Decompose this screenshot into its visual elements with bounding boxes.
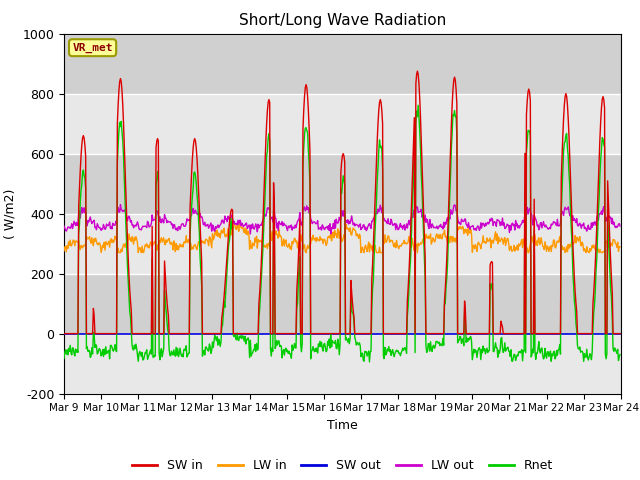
Bar [64,34,621,94]
Y-axis label: ( W/m2): ( W/m2) [4,189,17,239]
Bar [64,154,621,214]
Title: Short/Long Wave Radiation: Short/Long Wave Radiation [239,13,446,28]
Bar [64,214,621,274]
Text: VR_met: VR_met [72,43,113,53]
X-axis label: Time: Time [327,419,358,432]
Legend: SW in, LW in, SW out, LW out, Rnet: SW in, LW in, SW out, LW out, Rnet [127,455,558,477]
Bar [64,334,621,394]
Bar [64,94,621,154]
Bar [64,274,621,334]
